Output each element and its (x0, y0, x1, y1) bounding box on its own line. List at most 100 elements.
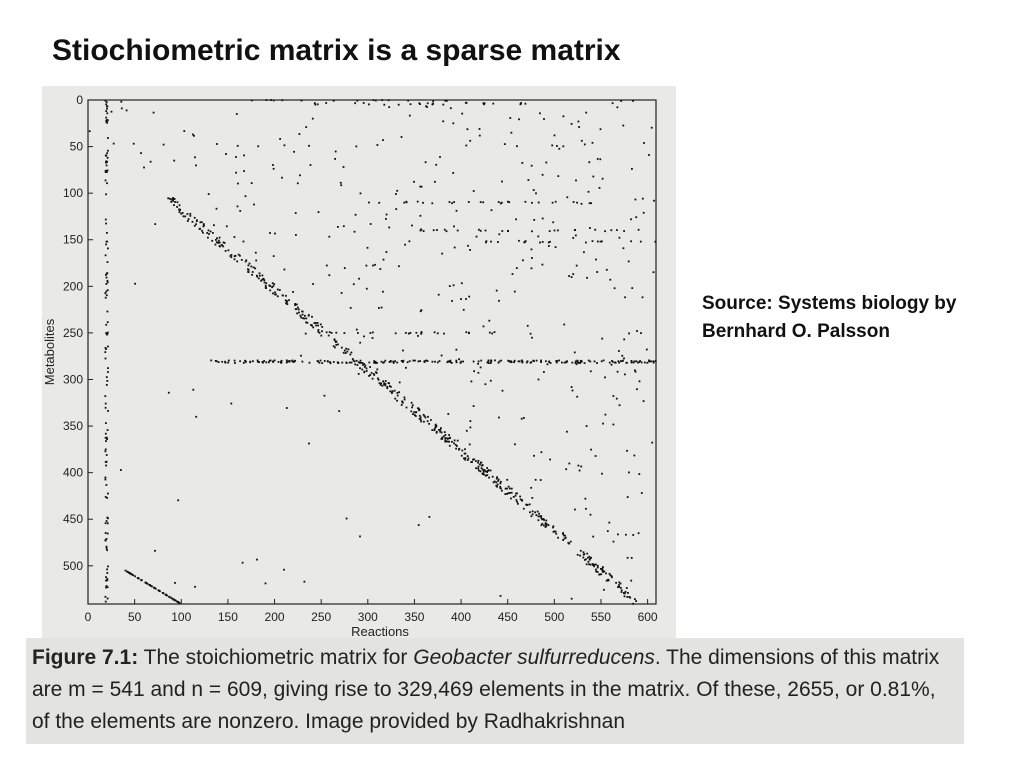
nonzero-point (465, 144, 468, 147)
nonzero-point (500, 487, 502, 490)
nonzero-point (493, 331, 496, 333)
nonzero-point (543, 371, 545, 373)
nonzero-point (441, 437, 444, 440)
nonzero-point (533, 219, 536, 221)
nonzero-point (339, 181, 342, 184)
nonzero-point (466, 459, 469, 461)
nonzero-point (105, 110, 108, 112)
nonzero-point (107, 565, 109, 568)
nonzero-point (392, 362, 395, 364)
nonzero-point (384, 359, 387, 362)
nonzero-point (288, 360, 291, 363)
nonzero-point (531, 510, 534, 513)
nonzero-point (340, 346, 343, 349)
nonzero-point (370, 372, 373, 374)
nonzero-point (591, 564, 594, 566)
nonzero-point (621, 360, 624, 362)
nonzero-point (391, 392, 393, 394)
nonzero-point (168, 595, 170, 598)
x-tick-label: 350 (404, 610, 424, 624)
nonzero-point (433, 428, 436, 431)
nonzero-point (105, 119, 108, 122)
nonzero-point (442, 103, 445, 106)
nonzero-point (371, 337, 374, 339)
nonzero-point (548, 360, 551, 363)
nonzero-point (265, 286, 267, 289)
nonzero-point (599, 240, 602, 243)
nonzero-point (613, 361, 616, 364)
nonzero-point (181, 212, 184, 214)
nonzero-point (272, 99, 275, 102)
nonzero-point (553, 530, 556, 533)
nonzero-point (485, 240, 488, 243)
nonzero-point (481, 468, 484, 471)
nonzero-point (104, 539, 107, 541)
nonzero-point (489, 362, 492, 364)
nonzero-point (140, 152, 142, 154)
nonzero-point (652, 361, 655, 364)
nonzero-point (593, 565, 595, 568)
nonzero-point (253, 203, 255, 206)
nonzero-point (317, 211, 320, 213)
nonzero-point (623, 230, 625, 232)
nonzero-point (106, 279, 109, 282)
nonzero-point (595, 258, 597, 261)
nonzero-point (104, 218, 107, 221)
y-axis-label: Metabolites (42, 318, 57, 385)
nonzero-point (241, 561, 244, 564)
nonzero-point (563, 534, 565, 537)
nonzero-point (378, 382, 381, 385)
nonzero-point (515, 218, 517, 221)
nonzero-point (104, 296, 107, 299)
nonzero-point (281, 99, 284, 102)
nonzero-point (508, 487, 511, 490)
nonzero-point (303, 317, 306, 320)
nonzero-point (479, 470, 482, 473)
nonzero-point (487, 470, 489, 472)
nonzero-point (530, 515, 533, 518)
nonzero-point (274, 293, 276, 296)
nonzero-point (321, 362, 324, 364)
nonzero-point (332, 361, 335, 363)
nonzero-point (480, 467, 483, 470)
nonzero-point (318, 331, 321, 334)
nonzero-point (269, 232, 271, 234)
nonzero-point (462, 360, 464, 363)
nonzero-point (643, 142, 645, 144)
nonzero-point (132, 142, 135, 145)
nonzero-point (372, 264, 374, 267)
nonzero-point (409, 103, 412, 106)
nonzero-point (106, 121, 108, 124)
nonzero-point (244, 360, 247, 362)
nonzero-point (472, 458, 474, 461)
nonzero-point (384, 383, 387, 385)
nonzero-point (398, 391, 400, 394)
nonzero-point (462, 308, 465, 311)
nonzero-point (153, 586, 155, 589)
nonzero-point (106, 182, 108, 185)
nonzero-point (630, 218, 632, 221)
nonzero-point (619, 587, 622, 589)
nonzero-point (622, 124, 625, 127)
nonzero-point (252, 266, 255, 269)
nonzero-point (561, 361, 563, 364)
nonzero-point (620, 589, 623, 592)
nonzero-point (144, 581, 147, 584)
nonzero-point (105, 586, 107, 589)
nonzero-point (167, 391, 170, 394)
nonzero-point (466, 455, 469, 457)
nonzero-point (245, 259, 248, 262)
nonzero-point (302, 317, 304, 320)
nonzero-point (327, 334, 330, 337)
nonzero-point (104, 448, 107, 451)
nonzero-point (618, 350, 620, 352)
nonzero-point (337, 343, 339, 346)
nonzero-point (396, 392, 399, 394)
nonzero-point (262, 278, 265, 280)
nonzero-point (464, 458, 467, 461)
nonzero-point (626, 449, 628, 452)
nonzero-point (636, 388, 638, 391)
nonzero-point (447, 360, 450, 363)
nonzero-point (356, 364, 359, 366)
nonzero-point (342, 166, 345, 168)
